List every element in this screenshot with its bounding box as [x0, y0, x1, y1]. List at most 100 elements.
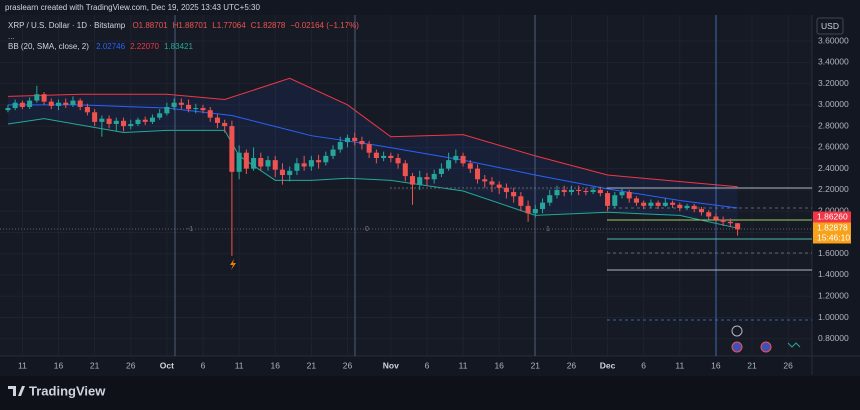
candle-body — [178, 102, 184, 105]
candle-body — [142, 119, 148, 122]
candle-body — [453, 155, 459, 161]
x-tick-label: 6 — [641, 360, 646, 370]
candle-body — [99, 118, 105, 122]
candle-body — [518, 196, 524, 206]
candle-body — [63, 102, 69, 105]
candle-body — [525, 205, 531, 214]
candle-body — [12, 102, 18, 109]
x-tick-label: Dec — [600, 360, 616, 370]
x-tick-label: 26 — [126, 360, 136, 370]
candle-body — [330, 149, 336, 156]
candle-body — [691, 205, 697, 210]
candle-body — [352, 137, 358, 142]
band-line — [7, 77, 738, 188]
currency[interactable]: USD — [821, 21, 839, 31]
candle-body — [229, 126, 235, 172]
candle-body — [482, 179, 488, 182]
logo-icon — [8, 386, 25, 396]
candle-body — [583, 190, 589, 193]
y-tick-label: 1.00000 — [818, 312, 849, 322]
candle-body — [359, 141, 365, 145]
candle-body — [113, 120, 119, 124]
price-marker-box — [813, 211, 851, 223]
candle-body — [272, 160, 278, 170]
candle-body — [243, 152, 249, 169]
candle-body — [5, 108, 11, 111]
candle-body — [568, 189, 574, 193]
candle-body — [214, 117, 220, 123]
candle-body — [381, 155, 387, 159]
x-tick-label: 6 — [201, 360, 206, 370]
price-marker: 1.86260 — [817, 211, 848, 221]
candle-body — [373, 152, 379, 159]
candle-body — [186, 104, 192, 110]
session-label: 1 — [546, 226, 550, 233]
x-tick-label: 21 — [307, 360, 317, 370]
y-tick-label: 2.60000 — [818, 142, 849, 152]
candle-body — [19, 102, 25, 107]
candle-body — [27, 100, 33, 107]
candle-body — [532, 209, 538, 214]
candle-body — [503, 187, 509, 193]
candle-body — [446, 160, 452, 169]
candle-body — [655, 202, 661, 206]
candle-body — [677, 204, 683, 208]
candle-body — [41, 94, 47, 102]
candle-body — [193, 108, 199, 110]
currency-box[interactable] — [816, 17, 844, 35]
attribution: praslearn created with TradingView.com, … — [5, 3, 260, 12]
candle-body — [135, 119, 141, 124]
y-tick-label: 2.40000 — [818, 163, 849, 173]
ohlc-value: H1.88701 — [173, 21, 208, 30]
candle-body — [720, 219, 726, 222]
indicator-value: 1.83421 — [164, 42, 193, 51]
candle-body — [323, 155, 329, 163]
candle-body — [727, 221, 733, 224]
x-tick-label: 16 — [711, 360, 721, 370]
candle-body — [633, 198, 639, 203]
candle-body — [121, 120, 127, 127]
candle-body — [474, 168, 481, 180]
candle-body — [540, 202, 546, 210]
more: ... — [8, 32, 15, 41]
candle-body — [576, 189, 582, 191]
candle-body — [344, 137, 351, 143]
flag-icon — [731, 341, 743, 353]
candle-body — [251, 158, 257, 169]
y-tick-label: 3.60000 — [818, 35, 849, 45]
brand: TradingView — [29, 383, 106, 398]
flag-icon — [760, 341, 772, 353]
x-tick-label: 16 — [54, 360, 64, 370]
drawings — [0, 15, 812, 356]
price-countdown: 15:46:10 — [817, 232, 850, 242]
candle-body — [55, 102, 62, 106]
candle-body — [605, 193, 611, 206]
candle-body — [670, 202, 676, 205]
indicator-value: 2.22070 — [130, 42, 159, 51]
price-marker-box — [813, 222, 851, 244]
candle-body — [648, 202, 654, 206]
candle-body — [316, 160, 322, 163]
y-tick-label: 3.40000 — [818, 57, 849, 67]
y-tick-label: 3.00000 — [818, 99, 849, 109]
y-tick-label: 3.20000 — [818, 78, 849, 88]
symbol-header: XRP / U.S. Dollar · 1D · Bitstamp O1.887… — [8, 21, 359, 30]
candle-body — [301, 163, 307, 167]
candle-body — [77, 100, 83, 107]
candle-body — [34, 94, 40, 101]
candle-body — [106, 118, 112, 124]
candle-body — [279, 169, 285, 176]
candle-body — [438, 168, 444, 174]
candle-body — [431, 173, 437, 180]
candle-body — [590, 189, 596, 193]
candle-body — [287, 170, 293, 176]
candle-body — [294, 163, 300, 171]
y-tick-label: 1.60000 — [818, 248, 849, 258]
plot-area — [0, 15, 812, 356]
candle-body — [554, 189, 560, 196]
y-tick-label: 1.20000 — [818, 290, 849, 300]
candle-body — [157, 113, 163, 118]
ohlc-value: C1.82878 — [251, 21, 286, 30]
x-tick-label: 21 — [90, 360, 100, 370]
